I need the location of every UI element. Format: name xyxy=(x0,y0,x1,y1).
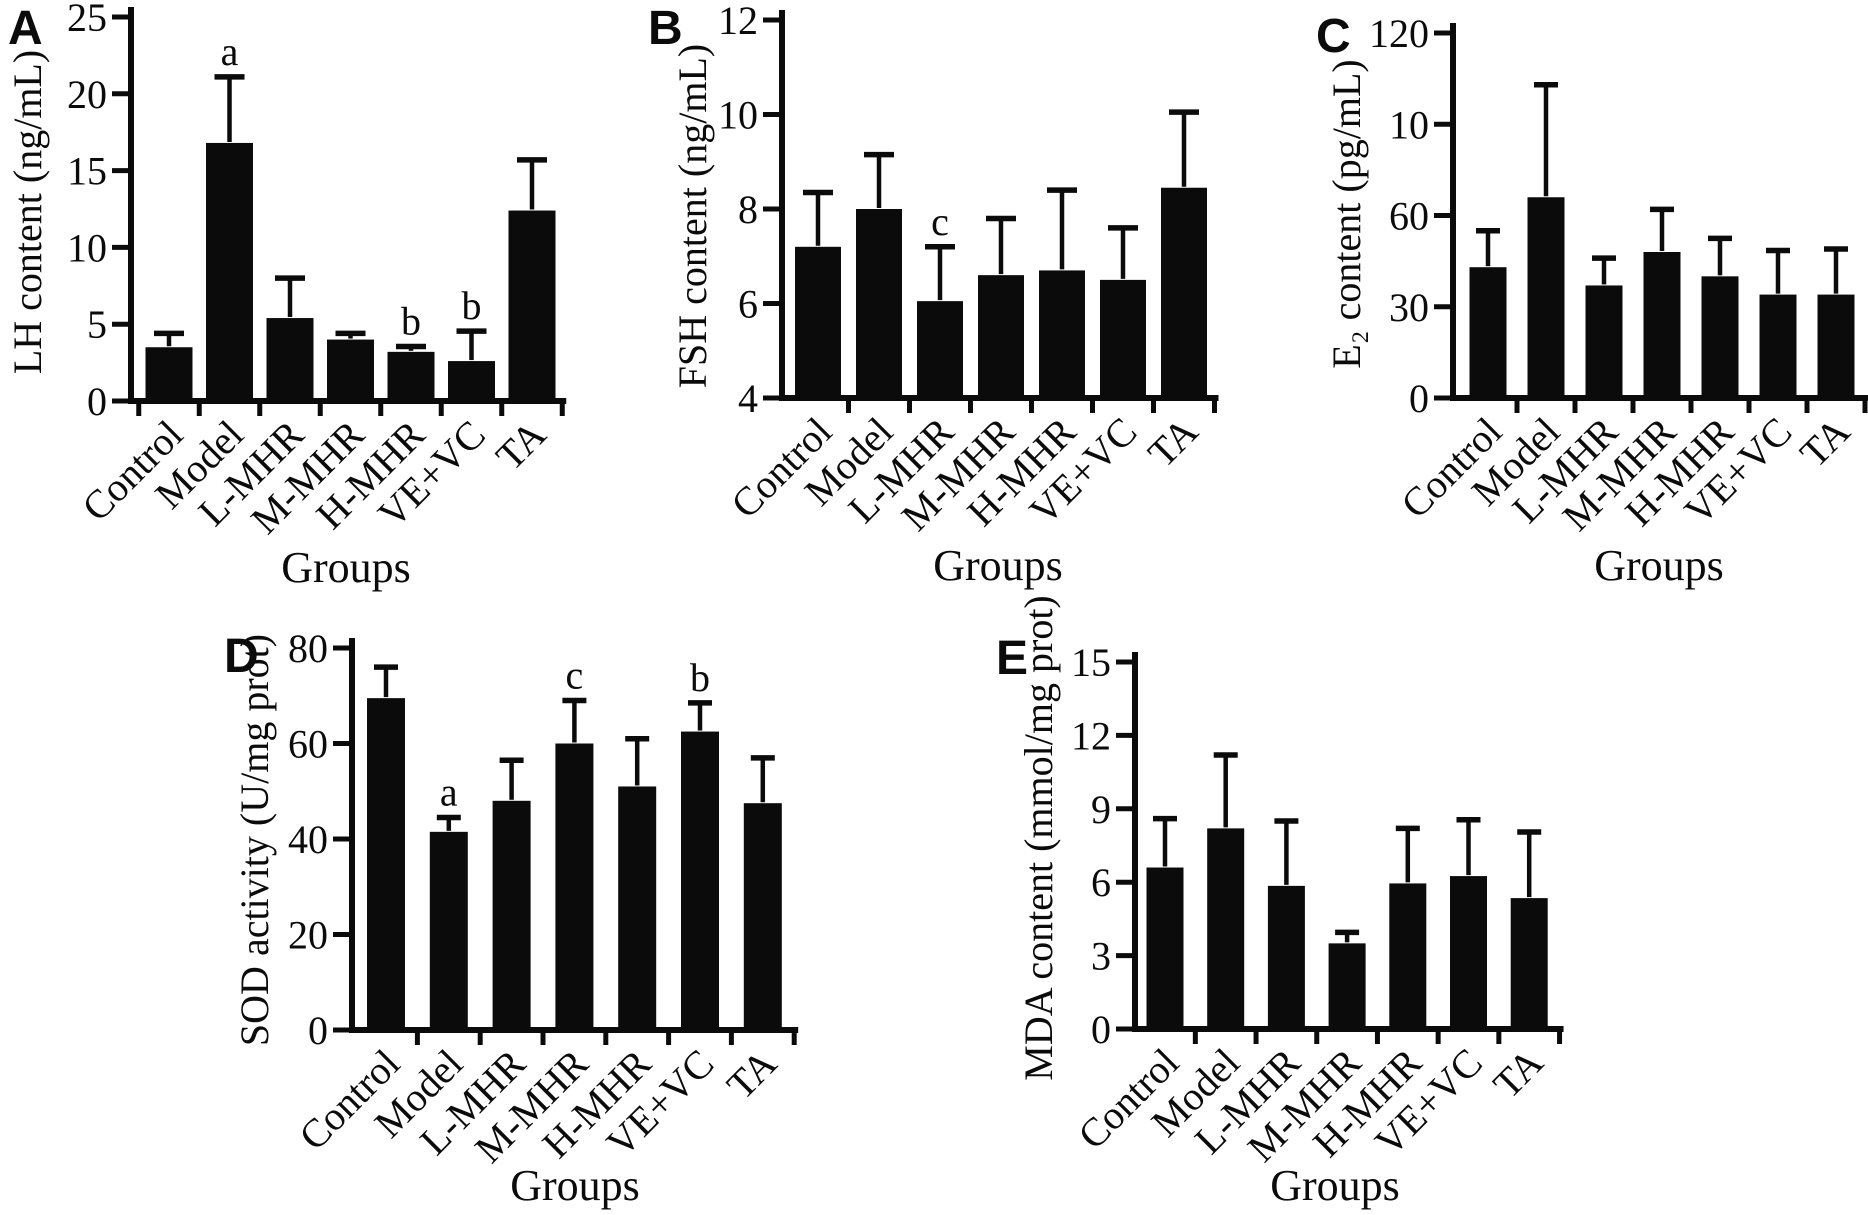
panel-e-x-label-TA: TA xyxy=(1484,1039,1551,1106)
panel-d-x-label-TA: TA xyxy=(718,1040,785,1107)
panel-c-y-tick-label-0: 0 xyxy=(1409,376,1429,421)
panel-d-bar-M-MHR xyxy=(555,743,594,1030)
panel-a-bar-Control xyxy=(145,347,193,401)
panel-e-x-axis-title: Groups xyxy=(1270,1161,1400,1210)
panel-e-letter: E xyxy=(996,632,1028,685)
panel-d-x-axis-title: Groups xyxy=(510,1161,640,1210)
panel-b-bar-M-MHR xyxy=(978,275,1024,398)
panel-e-y-tick-label-15: 15 xyxy=(1071,640,1111,685)
panel-b-x-axis-title: Groups xyxy=(933,541,1063,590)
panel-c-bar-L-MHR xyxy=(1585,285,1623,398)
panel-e-bar-L-MHR xyxy=(1267,885,1305,1029)
panel-c-bar-M-MHR xyxy=(1643,252,1681,398)
panel-e-y-axis-title: MDA content (mmol/mg prot) xyxy=(1016,595,1061,1081)
panel-a-bar-VE+VC xyxy=(448,361,495,401)
panel-e-bar-TA xyxy=(1510,898,1548,1029)
panel-c-y-axis-title: E₂ content (pg/mL) xyxy=(1324,59,1369,368)
panel-d-y-tick-label-20: 20 xyxy=(288,913,328,958)
panel-d-y-tick-label-60: 60 xyxy=(288,722,328,767)
panel-c-bar-H-MHR xyxy=(1701,276,1739,398)
panel-a-bar-L-MHR xyxy=(266,318,314,401)
panel-c-x-axis-title: Groups xyxy=(1594,541,1724,590)
panel-d-y-tick-label-80: 80 xyxy=(288,626,328,671)
panel-b-y-tick-label-6: 6 xyxy=(738,282,758,327)
panel-c-letter: C xyxy=(1316,10,1351,63)
panel-c-y-tick-label-10: 10 xyxy=(1389,102,1429,147)
panel-d-bar-TA xyxy=(743,803,782,1030)
panel-e-bar-VE+VC xyxy=(1450,876,1487,1029)
panel-d-bar-L-MHR xyxy=(492,800,531,1030)
panel-e-bar-H-MHR xyxy=(1389,883,1427,1029)
panel-b-y-tick-label-8: 8 xyxy=(738,187,758,232)
panel-e-bar-Model xyxy=(1207,828,1245,1029)
panel-e-bar-Control xyxy=(1146,867,1184,1029)
panel-d-y-tick-label-40: 40 xyxy=(288,817,328,862)
panel-a-y-axis-title: LH content (ng/mL) xyxy=(5,50,50,374)
panel-b-bar-L-MHR xyxy=(917,301,963,398)
panel-d-y-tick-label-0: 0 xyxy=(308,1008,328,1053)
panel-b-y-tick-label-12: 12 xyxy=(718,0,758,43)
panel-d-sig-label-VE+VC: b xyxy=(690,655,710,700)
panel-c-bar-Model xyxy=(1527,197,1565,398)
panel-a-sig-label-H-MHR: b xyxy=(401,298,421,343)
panel-d-y-axis-title: SOD activity (U/mg prot) xyxy=(232,634,277,1046)
panel-e-bar-M-MHR xyxy=(1328,943,1366,1029)
panel-b-sig-label-L-MHR: c xyxy=(931,199,949,244)
panel-e-y-tick-label-3: 3 xyxy=(1091,934,1111,979)
panel-c-bar-VE+VC xyxy=(1759,294,1797,398)
panel-a-y-tick-label-25: 25 xyxy=(67,0,107,40)
panel-d-sig-label-M-MHR: c xyxy=(566,653,584,698)
panel-d-sig-label-Model: a xyxy=(440,770,458,815)
panel-b-x-label-TA: TA xyxy=(1139,408,1206,475)
panel-d-bar-VE+VC xyxy=(681,731,719,1030)
panel-a-letter: A xyxy=(8,2,43,55)
panel-c-bar-Control xyxy=(1469,267,1507,398)
panel-b: c4681012ControlModelL-MHRM-MHRH-MHRVE+VC… xyxy=(648,0,1219,590)
panel-a-y-tick-label-5: 5 xyxy=(87,302,107,347)
panel-a-bar-M-MHR xyxy=(327,339,374,401)
panel-c-y-tick-label-120: 120 xyxy=(1369,11,1429,56)
panel-a-y-tick-label-0: 0 xyxy=(87,379,107,424)
panel-b-bar-TA xyxy=(1161,187,1207,398)
panel-a-x-label-TA: TA xyxy=(487,411,554,478)
panel-b-bar-VE+VC xyxy=(1100,279,1146,398)
panel-e-y-tick-label-9: 9 xyxy=(1091,787,1111,832)
panel-e-y-tick-label-12: 12 xyxy=(1071,713,1111,758)
panel-a-y-tick-label-10: 10 xyxy=(67,225,107,270)
panel-c-y-tick-label-60: 60 xyxy=(1389,194,1429,239)
panel-d-bar-Model xyxy=(429,831,468,1030)
panel-c-bar-TA xyxy=(1817,294,1855,398)
panel-a-sig-label-Model: a xyxy=(221,29,239,74)
panel-a-x-axis-title: Groups xyxy=(281,543,411,592)
panel-e: 03691215ControlModelL-MHRM-MHRH-MHRVE+VC… xyxy=(996,595,1564,1210)
panel-d-bar-H-MHR xyxy=(618,786,657,1030)
panel-a-y-tick-label-20: 20 xyxy=(67,72,107,117)
panel-c-x-label-TA: TA xyxy=(1791,408,1858,475)
panel-b-bar-Control xyxy=(795,246,841,398)
panel-a-sig-label-VE+VC: b xyxy=(462,283,482,328)
panel-a-y-tick-label-15: 15 xyxy=(67,149,107,194)
panel-b-bar-H-MHR xyxy=(1039,270,1085,398)
panel-a-bar-Model xyxy=(206,142,253,401)
panel-b-y-axis-title: FSH content (ng/mL) xyxy=(670,44,715,388)
panel-a-bar-TA xyxy=(508,210,556,401)
panel-e-y-tick-label-6: 6 xyxy=(1091,860,1111,905)
panel-d-letter: D xyxy=(224,630,259,683)
panel-b-bar-Model xyxy=(856,209,902,398)
panel-c: 0306010120ControlModelL-MHRM-MHRH-MHRVE+… xyxy=(1316,10,1868,590)
panel-b-y-tick-label-10: 10 xyxy=(718,93,758,138)
panel-e-y-tick-label-0: 0 xyxy=(1091,1007,1111,1052)
panel-b-y-tick-label-4: 4 xyxy=(738,376,758,421)
panel-c-y-tick-label-30: 30 xyxy=(1389,285,1429,330)
panel-b-letter: B xyxy=(648,2,683,55)
panel-a-bar-H-MHR xyxy=(387,351,435,401)
panel-d: ac b020406080ControlModelL-MHRM-MHRH-MHRV… xyxy=(224,626,799,1210)
panel-d-bar-Control xyxy=(367,698,405,1030)
panel-a: ab b0510152025ControlModelL-MHRM-MHRH-MHR… xyxy=(5,0,567,592)
